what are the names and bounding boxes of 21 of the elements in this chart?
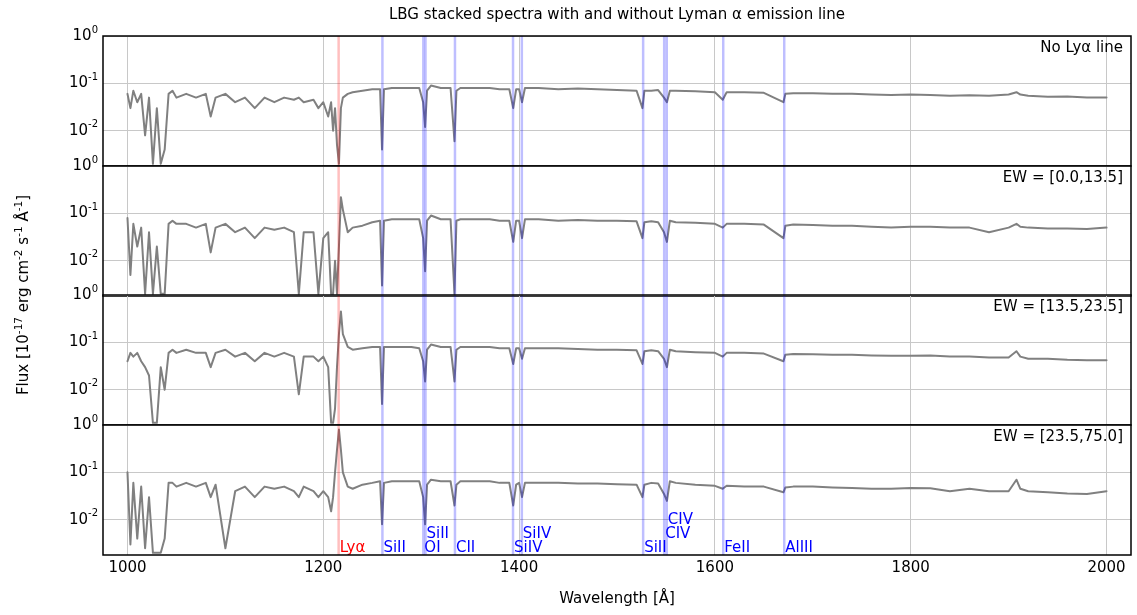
ref-line-label: SiII xyxy=(644,538,667,556)
x-tick-label: 1400 xyxy=(500,557,539,576)
ref-line-label: Lyα xyxy=(339,538,366,556)
ref-line-label: CIV xyxy=(665,524,692,542)
x-axis-title: Wavelength [Å] xyxy=(558,589,676,607)
chart-title: LBG stacked spectra with and without Lyman α emission line xyxy=(387,5,847,23)
annotation: EW = [23.5,75.0] xyxy=(993,427,1123,446)
x-tick-label: 1800 xyxy=(891,557,930,576)
x-tick-label: 1000 xyxy=(108,557,147,576)
annotation: EW = [13.5,23.5] xyxy=(993,297,1123,316)
ref-line-label: FeII xyxy=(724,538,751,556)
ref-line-label: AlIII xyxy=(785,538,813,556)
ref-line-label: OI xyxy=(424,538,441,556)
x-tick-label: 1600 xyxy=(695,557,734,576)
ref-line-label: CII xyxy=(455,538,476,556)
ref-line-label: SiII xyxy=(383,538,406,556)
annotation: No Lyα line xyxy=(1040,38,1123,57)
x-tick-label: 1200 xyxy=(304,557,343,576)
x-tick-label: 2000 xyxy=(1087,557,1126,576)
annotation: EW = [0.0,13.5] xyxy=(1002,168,1123,187)
ref-line-label: SiIV xyxy=(514,538,544,556)
